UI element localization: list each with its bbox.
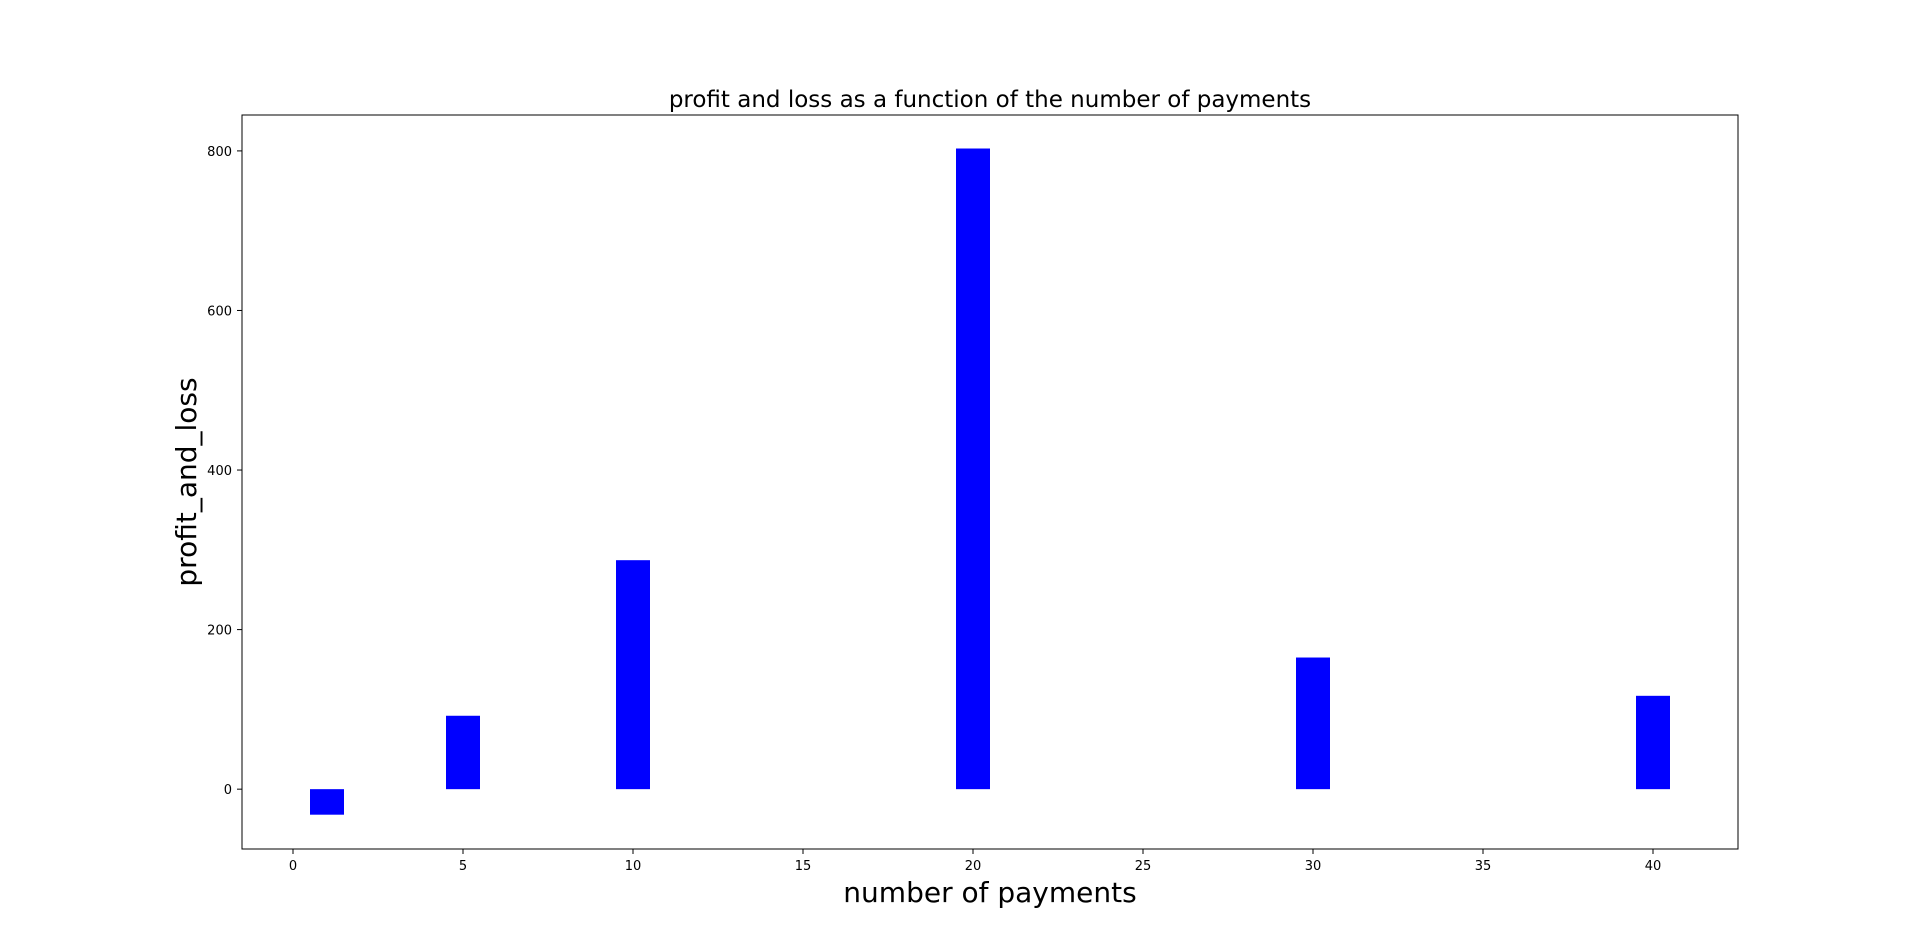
bar-x-20 — [956, 148, 990, 790]
bars-group — [310, 148, 1670, 815]
bar-x-30 — [1296, 657, 1330, 790]
x-tick-label: 15 — [795, 859, 812, 874]
plot-area-frame — [241, 114, 1739, 850]
x-tick-label: 20 — [965, 859, 982, 874]
y-tick-label: 400 — [207, 464, 232, 479]
bar-x-10 — [616, 560, 650, 790]
x-axis-label: number of payments — [843, 876, 1136, 909]
x-tick-label: 0 — [289, 859, 297, 874]
x-tick-label: 40 — [1645, 859, 1662, 874]
y-axis-ticks: 0 200 400 600 800 — [207, 145, 242, 798]
y-axis-label: profit_and_loss — [170, 377, 203, 586]
bar-x-40 — [1636, 695, 1670, 790]
x-tick-label: 35 — [1475, 859, 1492, 874]
x-tick-label: 10 — [625, 859, 642, 874]
x-tick-label: 30 — [1305, 859, 1322, 874]
bar-x-1 — [310, 789, 344, 815]
y-tick-label: 800 — [207, 145, 232, 160]
y-tick-label: 200 — [207, 624, 232, 639]
x-axis-ticks: 0 5 10 15 20 25 30 35 40 — [289, 849, 1661, 874]
y-tick-label: 0 — [224, 783, 232, 798]
bar-x-5 — [446, 715, 480, 790]
x-tick-label: 5 — [459, 859, 467, 874]
y-tick-label: 600 — [207, 304, 232, 319]
chart-title: profit and loss as a function of the num… — [669, 87, 1311, 113]
x-tick-label: 25 — [1135, 859, 1152, 874]
